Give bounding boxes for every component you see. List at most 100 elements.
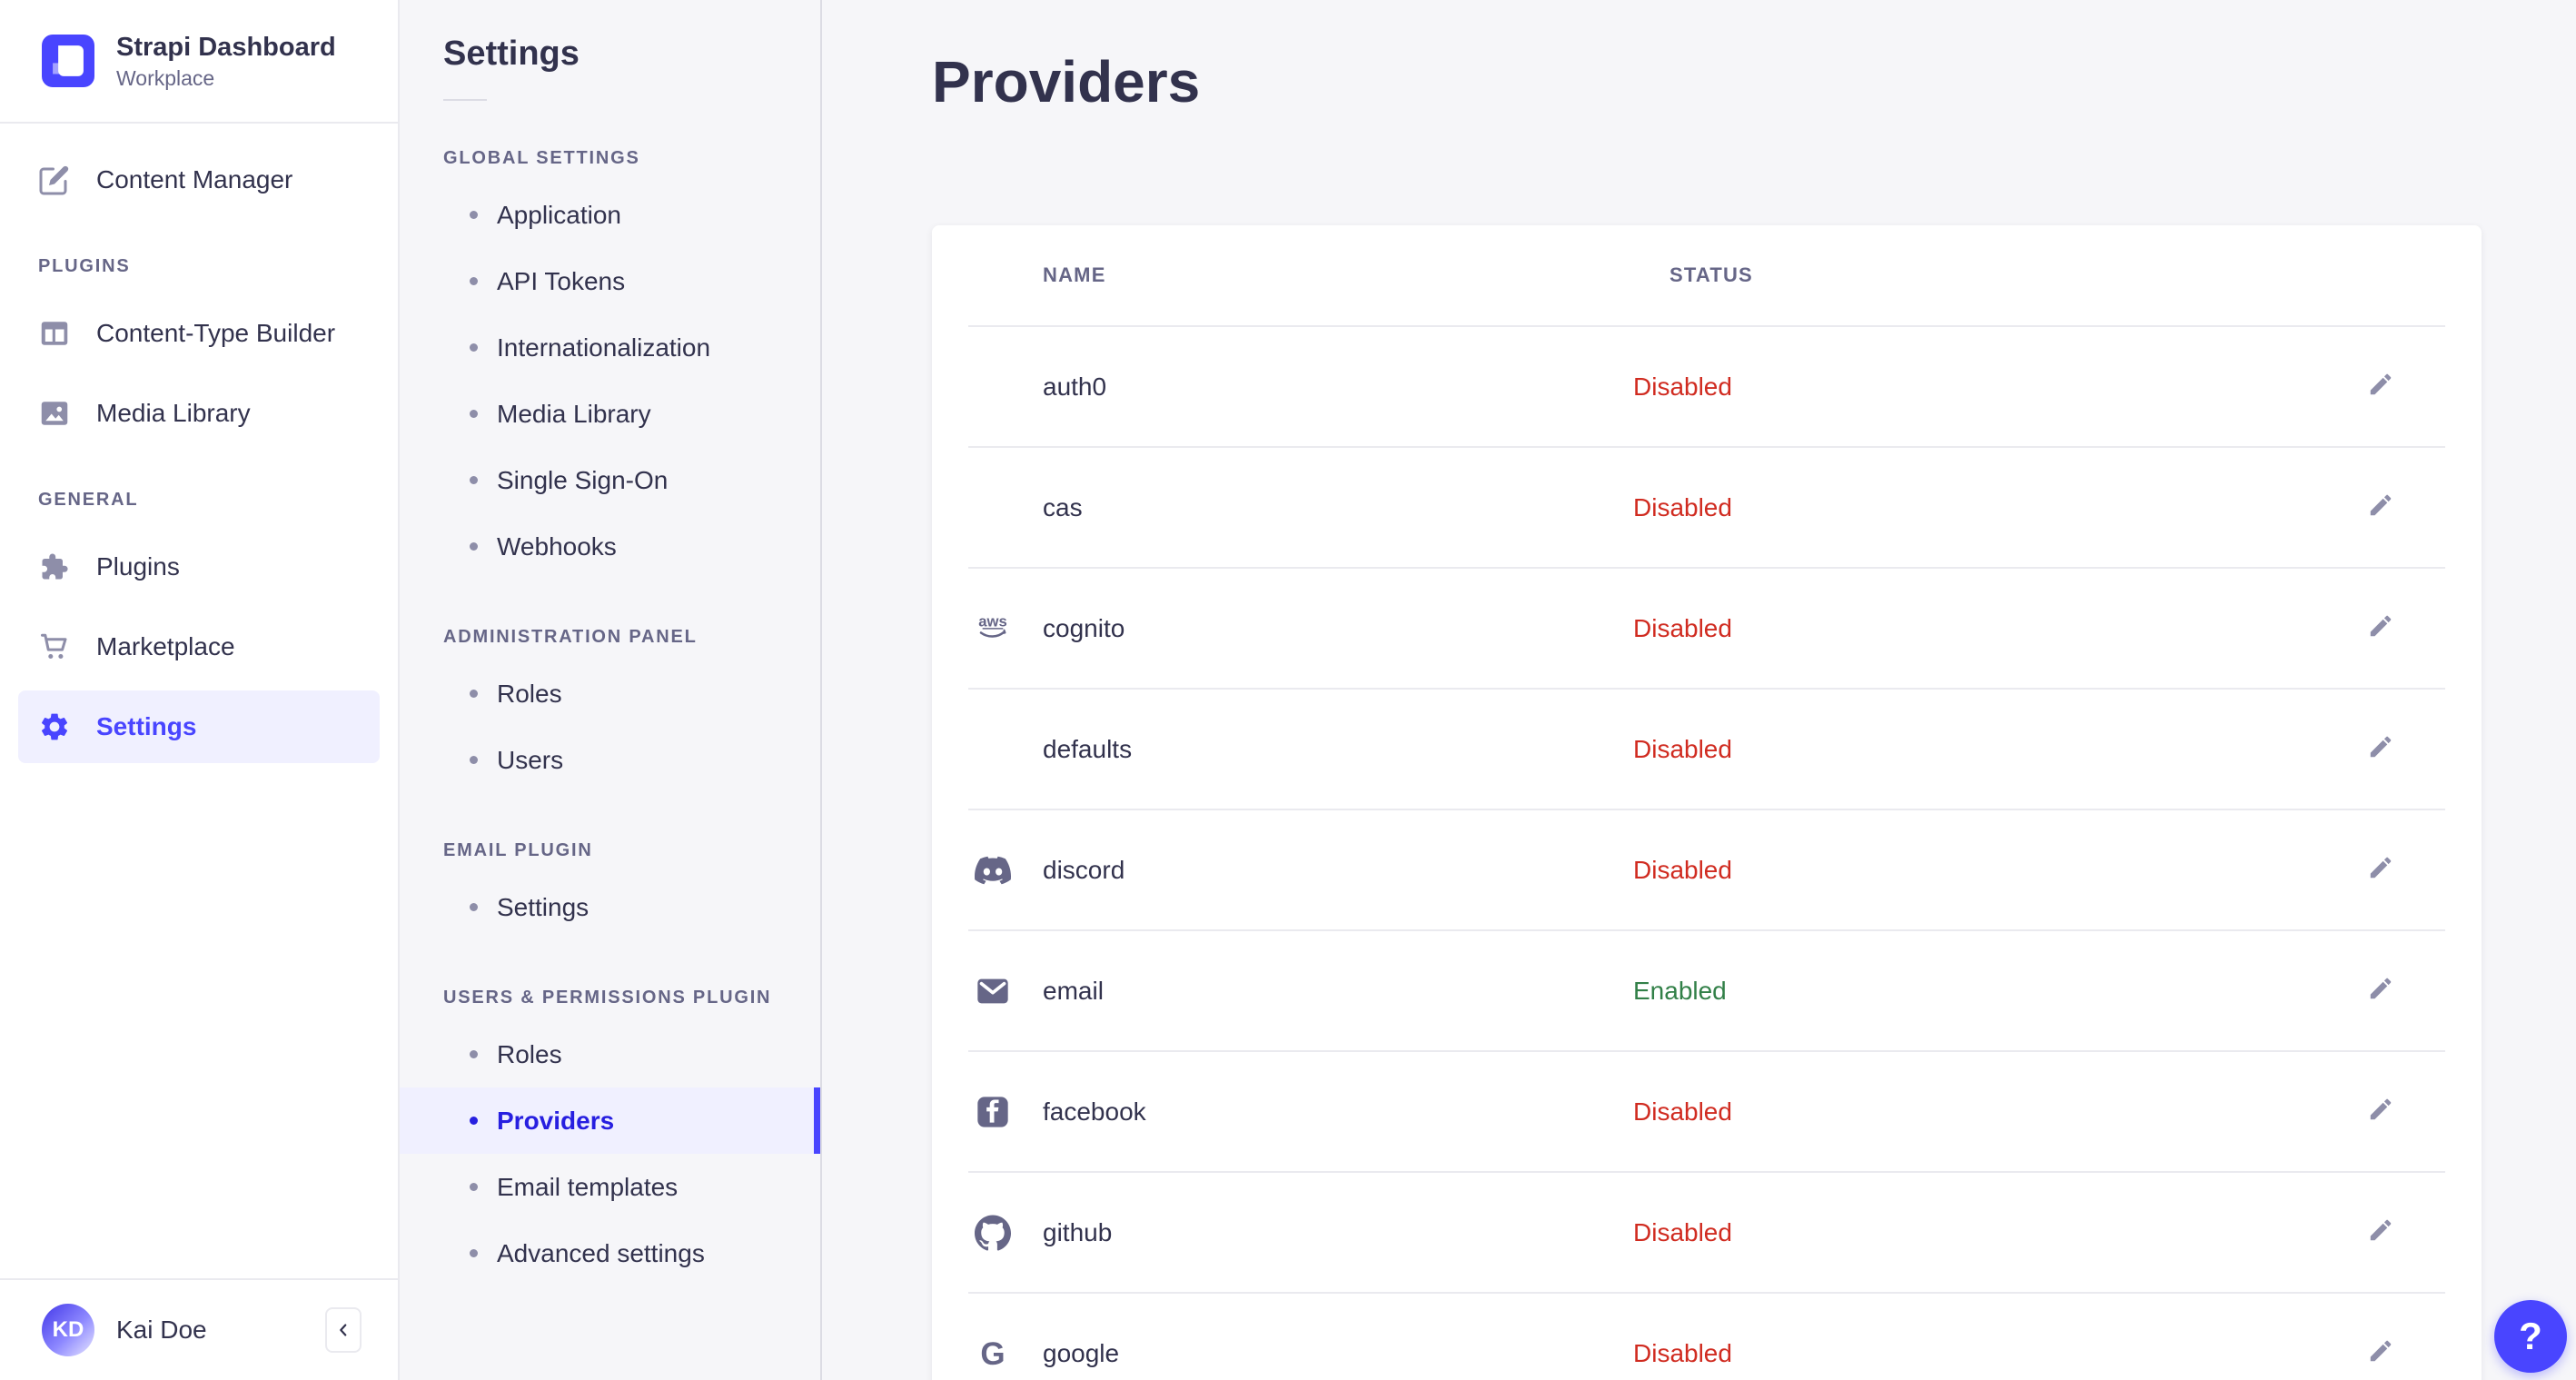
edit-provider-button[interactable] (2367, 1216, 2400, 1249)
nav-item-media-library[interactable]: Media Library (18, 377, 380, 450)
provider-name: github (1043, 1217, 1113, 1246)
settings-subnav: Settings GLOBAL SETTINGS Application API T… (400, 0, 822, 1380)
bullet-icon (470, 211, 478, 219)
aws-icon: aws (975, 611, 1011, 647)
provider-status: Disabled (1633, 1097, 1732, 1126)
subnav-item-label: Email templates (497, 1172, 679, 1201)
subnav-item-email-templates[interactable]: Email templates (400, 1154, 820, 1220)
row-divider (968, 446, 2445, 448)
subnav-item-providers[interactable]: Providers (400, 1087, 820, 1154)
provider-row-auth0[interactable]: auth0 Disabled (932, 327, 2482, 446)
subnav-item-label: API Tokens (497, 266, 626, 295)
discord-icon (974, 852, 1012, 889)
main-sidebar: Strapi Dashboard Workplace Content Manag… (0, 0, 400, 1380)
subnav-item-application[interactable]: Application (400, 182, 820, 248)
svg-text:aws: aws (978, 612, 1006, 630)
main-content: Providers NAME STATUS auth0 Disabled cas Di… (822, 0, 2576, 1380)
row-divider (968, 1050, 2445, 1052)
brand-text: Strapi Dashboard Workplace (116, 31, 336, 91)
subnav-item-advanced-settings[interactable]: Advanced settings (400, 1220, 820, 1286)
svg-text:G: G (980, 1336, 1005, 1372)
edit-pencil-icon (2367, 371, 2394, 403)
help-button[interactable]: ? (2494, 1300, 2567, 1373)
nav-item-label: Media Library (96, 399, 251, 428)
provider-status: Disabled (1633, 734, 1732, 763)
subnav-title: Settings (443, 35, 580, 73)
row-divider (968, 1171, 2445, 1173)
nav-item-content-manager[interactable]: Content Manager (18, 144, 380, 216)
provider-row-facebook[interactable]: facebook Disabled (932, 1052, 2482, 1171)
nav-item-label: Settings (96, 712, 197, 741)
edit-provider-button[interactable] (2367, 733, 2400, 766)
subnav-item-media-library[interactable]: Media Library (400, 381, 820, 447)
subnav-item-settings[interactable]: Settings (400, 874, 820, 940)
provider-status: Disabled (1633, 1217, 1732, 1246)
subnav-item-users[interactable]: Users (400, 727, 820, 793)
nav-item-marketplace[interactable]: Marketplace (18, 611, 380, 683)
edit-provider-button[interactable] (2367, 371, 2400, 403)
provider-name: facebook (1043, 1097, 1146, 1126)
subnav-item-roles[interactable]: Roles (400, 1021, 820, 1087)
bullet-icon (470, 1249, 478, 1257)
strapi-logo-icon (42, 35, 94, 88)
subnav-item-webhooks[interactable]: Webhooks (400, 513, 820, 580)
subnav-item-label: Roles (497, 679, 562, 708)
row-divider (968, 809, 2445, 810)
subnav-item-label: Users (497, 745, 564, 774)
edit-provider-button[interactable] (2367, 854, 2400, 887)
settings-nav-sections: GLOBAL SETTINGS Application API Tokens Inte… (400, 148, 820, 1286)
provider-row-cas[interactable]: cas Disabled (932, 448, 2482, 567)
edit-provider-button[interactable] (2367, 1337, 2400, 1370)
edit-provider-button[interactable] (2367, 491, 2400, 524)
provider-row-discord[interactable]: discord Disabled (932, 810, 2482, 929)
chevron-left-icon (333, 1320, 353, 1340)
email-icon (975, 973, 1011, 1009)
row-divider (968, 688, 2445, 690)
avatar[interactable]: KD (42, 1304, 94, 1356)
subnav-item-label: Advanced settings (497, 1238, 705, 1267)
bullet-icon (470, 542, 478, 551)
row-divider (968, 1292, 2445, 1294)
page-title: Providers (932, 49, 1201, 114)
subnav-item-api-tokens[interactable]: API Tokens (400, 248, 820, 314)
edit-provider-button[interactable] (2367, 975, 2400, 1008)
provider-icon-placeholder (975, 369, 1011, 405)
edit-provider-button[interactable] (2367, 1096, 2400, 1128)
row-divider (968, 929, 2445, 931)
bullet-icon (470, 1050, 478, 1058)
provider-status: Disabled (1633, 1338, 1732, 1367)
plugins-icon (38, 551, 71, 583)
bullet-icon (470, 903, 478, 911)
provider-status: Disabled (1633, 613, 1732, 642)
edit-pencil-icon (2367, 1337, 2394, 1370)
provider-row-cognito[interactable]: aws cognito Disabled (932, 569, 2482, 688)
nav-item-plugins[interactable]: Plugins (18, 531, 380, 603)
provider-name: email (1043, 976, 1104, 1005)
subnav-section-label-email-plugin: EMAIL PLUGIN (443, 840, 593, 860)
provider-name: cognito (1043, 613, 1125, 642)
edit-pencil-icon (2367, 975, 2394, 1008)
edit-pencil-icon (2367, 491, 2394, 524)
nav-item-content-type-builder[interactable]: Content-Type Builder (18, 297, 380, 370)
subnav-item-single-sign-on[interactable]: Single Sign-On (400, 447, 820, 513)
subnav-item-label: Roles (497, 1039, 562, 1068)
facebook-icon (975, 1094, 1011, 1130)
subnav-item-roles[interactable]: Roles (400, 660, 820, 727)
provider-row-github[interactable]: github Disabled (932, 1173, 2482, 1292)
brand-title: Strapi Dashboard (116, 33, 336, 62)
left-nav: Content Manager PLUGINS Content-Type Build… (0, 124, 398, 1278)
nav-item-settings[interactable]: Settings (18, 690, 380, 764)
nav-item-label: Content Manager (96, 165, 293, 194)
user-name[interactable]: Kai Doe (116, 1315, 207, 1344)
edit-provider-button[interactable] (2367, 612, 2400, 645)
provider-row-email[interactable]: email Enabled (932, 931, 2482, 1050)
subnav-item-internationalization[interactable]: Internationalization (400, 314, 820, 381)
provider-name: discord (1043, 855, 1125, 884)
subnav-item-label: Single Sign-On (497, 465, 669, 494)
provider-row-defaults[interactable]: defaults Disabled (932, 690, 2482, 809)
bullet-icon (470, 476, 478, 484)
google-icon: G (975, 1335, 1011, 1372)
collapse-sidebar-button[interactable] (325, 1307, 362, 1353)
